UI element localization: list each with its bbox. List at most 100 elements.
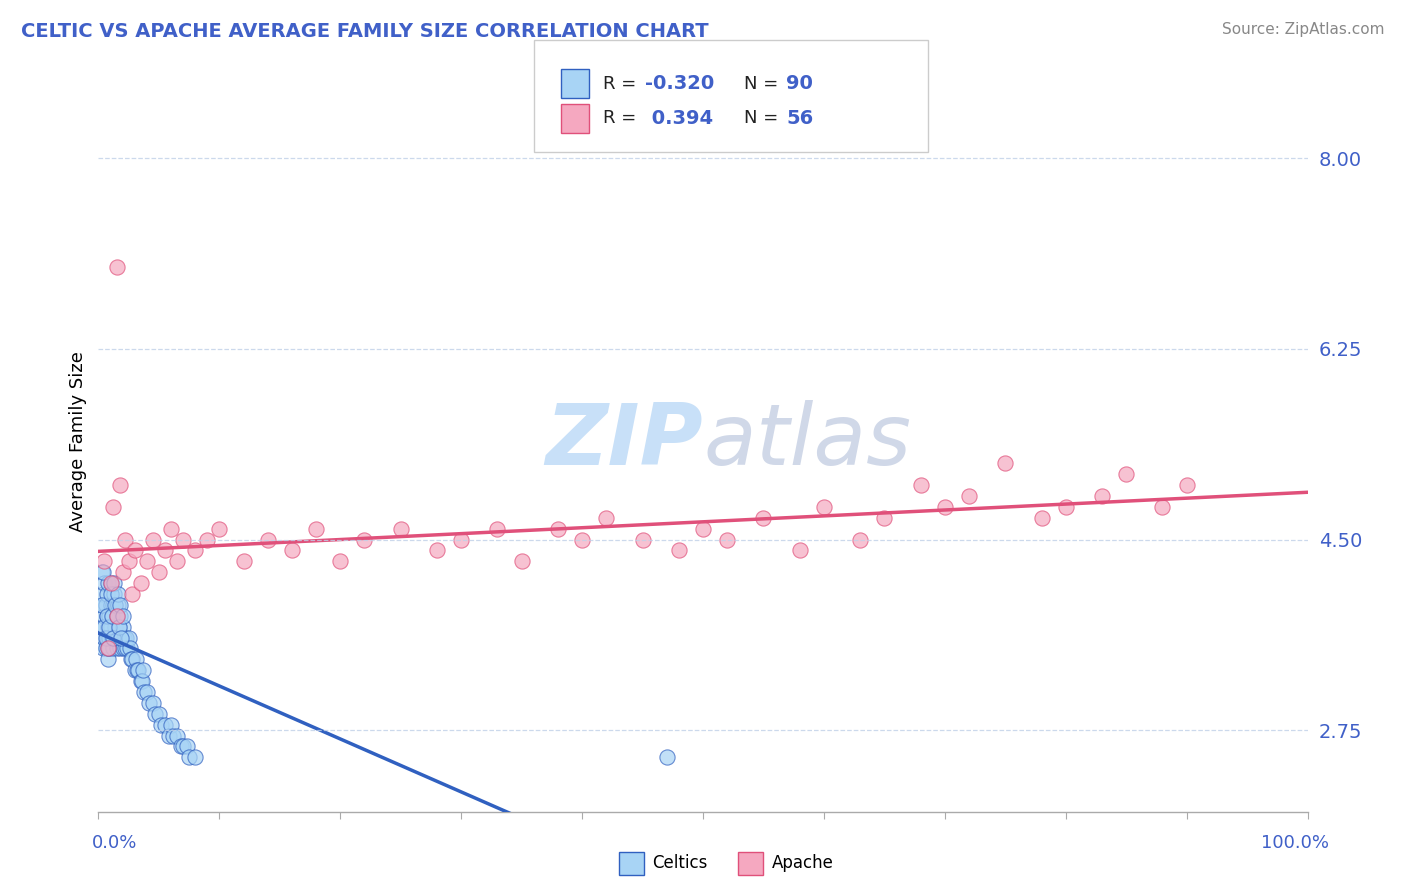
Point — [110, 631, 132, 645]
Point — [873, 510, 896, 524]
Point — [148, 565, 170, 579]
Point — [184, 750, 207, 764]
Point — [97, 641, 120, 656]
Point — [96, 631, 118, 645]
Point — [668, 543, 690, 558]
Text: R =: R = — [603, 75, 643, 93]
Point — [195, 533, 218, 547]
Point — [108, 598, 131, 612]
Point — [129, 674, 152, 689]
Point — [100, 598, 122, 612]
Point — [94, 641, 117, 656]
Point — [716, 533, 738, 547]
Point — [96, 608, 118, 623]
Point — [121, 652, 143, 666]
Point — [281, 543, 304, 558]
Point — [655, 750, 678, 764]
Point — [179, 750, 201, 764]
Point — [166, 729, 188, 743]
Point — [208, 522, 231, 536]
Point — [129, 576, 152, 591]
Point — [94, 598, 117, 612]
Text: CELTIC VS APACHE AVERAGE FAMILY SIZE CORRELATION CHART: CELTIC VS APACHE AVERAGE FAMILY SIZE COR… — [21, 22, 709, 41]
Point — [91, 619, 114, 633]
Point — [162, 729, 184, 743]
Point — [389, 522, 412, 536]
Point — [1175, 478, 1198, 492]
Point — [100, 576, 122, 591]
Point — [91, 565, 114, 579]
Point — [957, 489, 980, 503]
Point — [101, 598, 124, 612]
Point — [148, 706, 170, 721]
Point — [118, 554, 141, 568]
Point — [176, 739, 198, 754]
Point — [111, 641, 134, 656]
Point — [118, 641, 141, 656]
Point — [117, 641, 139, 656]
Point — [111, 565, 134, 579]
Point — [142, 533, 165, 547]
Point — [110, 631, 132, 645]
Point — [105, 260, 128, 275]
Point — [98, 631, 121, 645]
Point — [105, 641, 128, 656]
Point — [121, 587, 143, 601]
Point — [107, 631, 129, 645]
Point — [692, 522, 714, 536]
Point — [934, 500, 956, 514]
Point — [547, 522, 569, 536]
Point — [1152, 500, 1174, 514]
Point — [1031, 510, 1053, 524]
Point — [153, 717, 176, 731]
Point — [91, 587, 114, 601]
Point — [93, 608, 115, 623]
Point — [100, 576, 122, 591]
Text: -0.320: -0.320 — [645, 74, 714, 93]
Point — [93, 554, 115, 568]
Point — [105, 608, 128, 623]
Point — [100, 631, 122, 645]
Point — [426, 543, 449, 558]
Point — [994, 456, 1017, 470]
Point — [486, 522, 509, 536]
Point — [114, 641, 136, 656]
Point — [100, 619, 122, 633]
Point — [510, 554, 533, 568]
Point — [112, 631, 135, 645]
Point — [184, 543, 207, 558]
Point — [91, 565, 114, 579]
Point — [101, 631, 124, 645]
Point — [118, 631, 141, 645]
Text: 90: 90 — [786, 74, 813, 93]
Point — [849, 533, 872, 547]
Point — [150, 717, 173, 731]
Point — [127, 663, 149, 677]
Point — [135, 685, 157, 699]
Y-axis label: Average Family Size: Average Family Size — [69, 351, 87, 532]
Point — [91, 598, 114, 612]
Point — [108, 608, 131, 623]
Point — [143, 706, 166, 721]
Point — [910, 478, 932, 492]
Point — [97, 652, 120, 666]
Point — [104, 598, 127, 612]
Text: R =: R = — [603, 110, 643, 128]
Point — [305, 522, 328, 536]
Point — [104, 619, 127, 633]
Point — [157, 729, 180, 743]
Point — [103, 631, 125, 645]
Point — [256, 533, 278, 547]
Text: N =: N = — [744, 110, 783, 128]
Point — [91, 641, 114, 656]
Point — [97, 619, 120, 633]
Point — [571, 533, 593, 547]
Point — [142, 696, 165, 710]
Point — [105, 608, 128, 623]
Point — [94, 631, 117, 645]
Text: 100.0%: 100.0% — [1261, 834, 1329, 852]
Text: Apache: Apache — [772, 855, 834, 872]
Text: N =: N = — [744, 75, 783, 93]
Text: Source: ZipAtlas.com: Source: ZipAtlas.com — [1222, 22, 1385, 37]
Point — [631, 533, 654, 547]
